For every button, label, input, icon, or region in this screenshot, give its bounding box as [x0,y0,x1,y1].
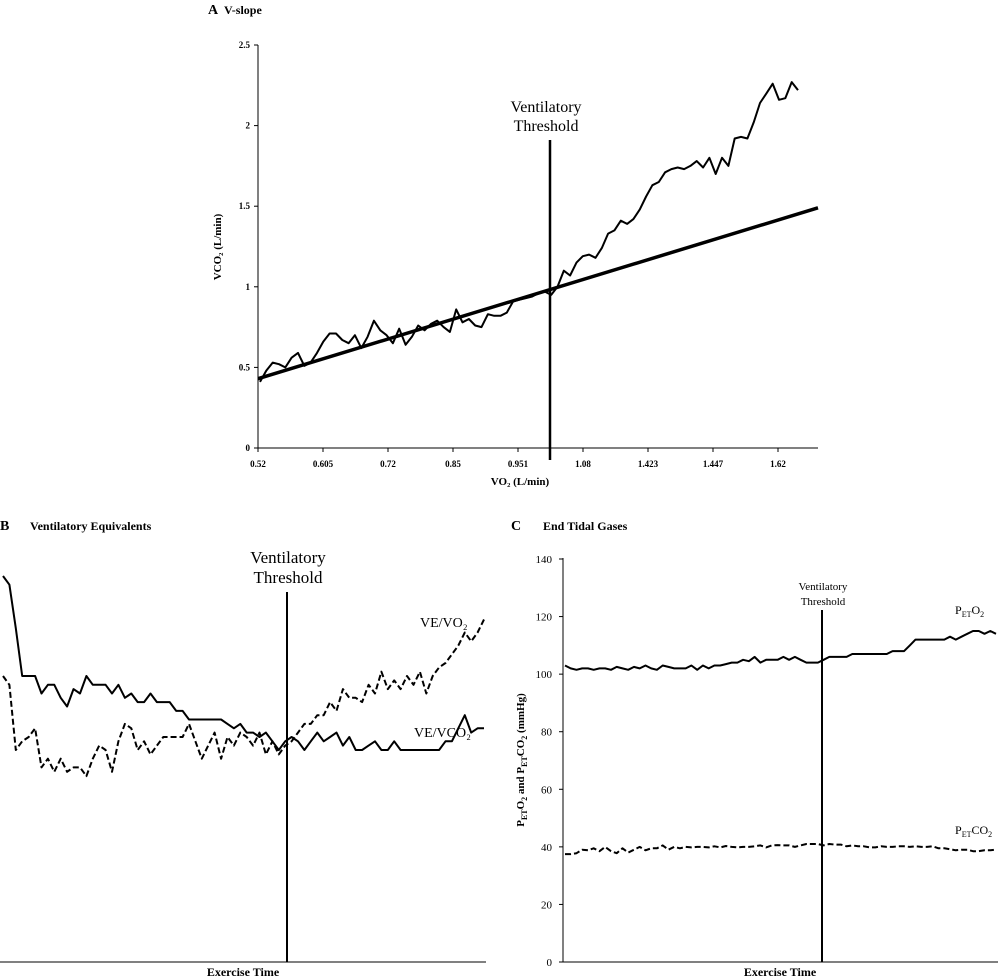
panel-a-letter: A [208,3,219,18]
panel-c-peto2-line [564,630,997,671]
panel-b-threshold-label-line-2: Threshold [254,568,323,587]
panel-a-x-tick-label: 1.08 [575,459,591,469]
panel-b-ve-vo2-line [2,619,485,778]
panel-c-y-axis-label: PETO2 and PETCO2 (mmHg) [515,693,529,827]
panel-c-x-axis-label: Exercise Time [744,965,817,979]
panel-c-threshold-label-line-1: Ventilatory [799,581,848,593]
panel-a-x-axis-label: VO₂ (L/min) [491,476,550,488]
panel-a-x-tick-label: 0.52 [250,459,266,469]
panel-b-title: Ventilatory Equivalents [30,519,152,533]
panel-b-ve-vco2-line [2,575,484,751]
panel-b-threshold-label-line-1: Ventilatory [250,548,326,567]
panel-a-y-tick-label: 0.5 [239,362,251,372]
panel-c-series [564,630,997,856]
panel-c-petco2-line [565,843,997,856]
panel-a-series [257,81,819,383]
panel-c-series-label-peto2: PETO2 [955,603,984,619]
panel-c-y-ticks: 0 20 40 60 80 100 120 140 [536,554,563,969]
panel-a-y-tick-label: 1 [246,282,251,292]
panel-b-series-label-ve-vco2: VE/VCO₂ [414,726,471,741]
panel-c-y-tick-label: 100 [536,669,553,681]
panel-b: B Ventilatory Equivalents Exercise Time … [0,519,486,979]
panel-a-x-ticks: 0.52 0.605 0.72 0.85 0.951 1.08 1.423 1.447 1.62 [250,448,786,469]
panel-a-y-tick-label: 0 [246,443,251,453]
panel-a-x-tick-label: 0.605 [313,459,334,469]
panel-b-series [2,575,485,778]
panel-c-letter: C [511,519,521,534]
panel-a-title: V-slope [224,3,262,17]
panel-a-y-tick-label: 2.5 [239,40,251,50]
panel-a-threshold-label-line-2: Threshold [514,118,579,135]
panel-b-series-label-ve-vo2: VE/VO₂ [420,616,468,631]
panel-a-x-tick-label: 0.72 [380,459,396,469]
panel-a-regression-line [257,206,819,381]
panel-a-threshold-label-line-1: Ventilatory [510,99,581,116]
panel-a-x-tick-label: 1.447 [703,459,724,469]
panel-a-y-axis-label: VCO₂ (L/min) [212,213,224,280]
panel-a-x-tick-label: 0.951 [508,459,529,469]
panel-a-x-tick-label: 1.62 [770,459,786,469]
panel-a-y-ticks: 0 0.5 1 1.5 2 2.5 [239,40,258,453]
panel-a-y-tick-label: 2 [246,121,251,131]
panel-c-y-tick-label: 40 [541,842,553,854]
panel-c-y-tick-label: 20 [541,899,553,911]
panel-a-y-tick-label: 1.5 [239,201,251,211]
panel-c-threshold-label-line-2: Threshold [801,596,846,608]
panel-c-y-tick-label: 140 [536,554,553,566]
panel-c-y-tick-label: 0 [547,957,553,969]
panel-c-series-label-petco2: PETCO2 [955,823,992,839]
panel-c-title: End Tidal Gases [543,519,628,533]
panel-a: A V-slope 0 0.5 1 1.5 2 2.5 0.52 0.605 0.72 0.85… [208,3,819,488]
panel-c: C End Tidal Gases 0 20 40 60 80 100 120 140 Exe… [511,519,998,979]
panel-a-x-tick-label: 1.423 [638,459,659,469]
panel-c-y-tick-label: 60 [541,784,553,796]
panel-b-letter: B [0,519,9,534]
panel-b-x-axis-label: Exercise Time [207,965,280,979]
panel-c-y-tick-label: 80 [541,727,553,739]
panel-c-y-tick-label: 120 [536,612,553,624]
panel-a-x-tick-label: 0.85 [445,459,461,469]
